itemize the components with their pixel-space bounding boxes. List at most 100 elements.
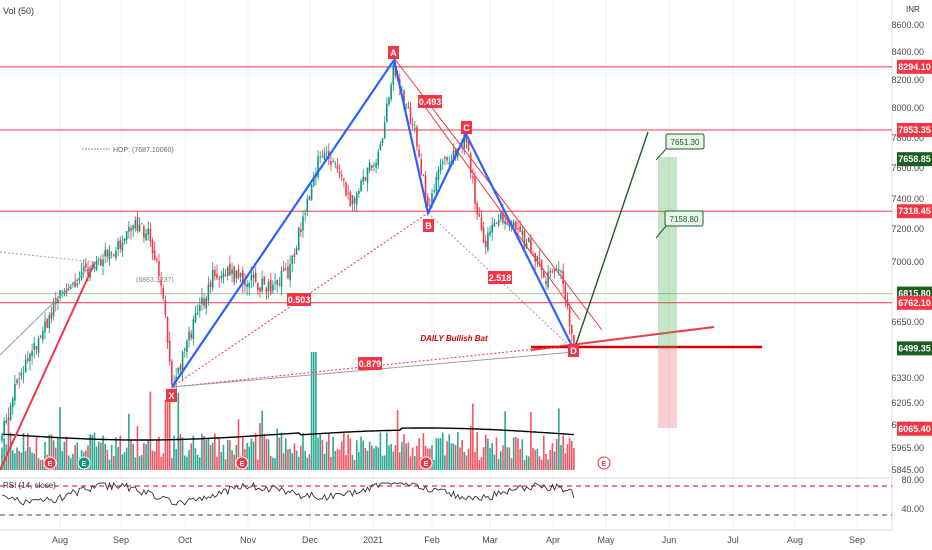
candle-body bbox=[452, 150, 455, 161]
candle-body bbox=[67, 289, 70, 291]
volume-bar bbox=[188, 450, 190, 470]
candle-body bbox=[123, 238, 126, 242]
earnings-icon[interactable] bbox=[419, 456, 433, 470]
volume-bar bbox=[205, 440, 208, 470]
earnings-icon[interactable] bbox=[43, 456, 57, 470]
candle-body bbox=[482, 227, 485, 243]
volume-bar bbox=[119, 435, 122, 470]
candle-body bbox=[156, 258, 158, 260]
volume-bar bbox=[439, 438, 442, 470]
earnings-icon[interactable] bbox=[77, 456, 91, 470]
volume-bar bbox=[379, 432, 382, 470]
volume-bar bbox=[515, 437, 517, 470]
volume-bar bbox=[181, 437, 184, 470]
volume-bar bbox=[162, 453, 165, 470]
target-callout-2: 7158.80 bbox=[655, 210, 704, 239]
volume-bar bbox=[405, 443, 407, 470]
candle-body bbox=[429, 205, 431, 207]
ratio-ab-text: 0.493 bbox=[419, 97, 442, 107]
candle-body bbox=[497, 220, 500, 226]
earnings-icon[interactable] bbox=[235, 456, 249, 470]
candle-body bbox=[46, 318, 48, 328]
volume-bar bbox=[106, 449, 109, 470]
candle-body bbox=[472, 176, 474, 179]
volume-bar bbox=[560, 445, 562, 470]
volume-bar bbox=[558, 408, 560, 470]
volume-bar bbox=[459, 447, 461, 470]
volume-bar bbox=[50, 434, 53, 470]
volume-bar bbox=[190, 443, 192, 470]
volume-bar bbox=[375, 445, 377, 470]
candle-body bbox=[121, 242, 124, 251]
earnings-icon[interactable] bbox=[597, 456, 611, 470]
candle-body bbox=[321, 155, 324, 157]
volume-bar bbox=[377, 447, 380, 470]
candle-body bbox=[306, 198, 309, 212]
candle-body bbox=[65, 289, 68, 293]
volume-bar bbox=[315, 352, 317, 470]
volume-bar bbox=[495, 437, 498, 470]
candle-body bbox=[44, 321, 46, 333]
trend-lines bbox=[0, 57, 762, 471]
pattern-label: DAILY Bullish Bat bbox=[420, 334, 488, 343]
volume-bar bbox=[396, 410, 399, 470]
volume-bar bbox=[211, 442, 214, 470]
y-tick-label: 7400.00 bbox=[891, 194, 924, 204]
volume-bar bbox=[457, 432, 459, 470]
candle-body bbox=[407, 106, 410, 108]
volume-bar bbox=[224, 459, 227, 470]
candle-body bbox=[444, 157, 446, 159]
candle-body bbox=[134, 220, 137, 229]
volume-bar bbox=[14, 453, 16, 470]
volume-bar bbox=[91, 435, 94, 470]
volume-bar bbox=[392, 451, 395, 470]
volume-bar bbox=[474, 451, 476, 470]
y-tick-label: 8000.00 bbox=[891, 103, 924, 113]
point-b: B bbox=[423, 219, 434, 232]
volume-bar bbox=[104, 444, 106, 470]
volume-bar bbox=[510, 458, 513, 470]
candle-body bbox=[373, 165, 375, 167]
volume-bar bbox=[147, 440, 149, 470]
candle-body bbox=[162, 287, 165, 299]
volume-bar bbox=[11, 450, 14, 470]
candle-body bbox=[538, 258, 541, 260]
volume-bar bbox=[480, 457, 483, 470]
candle-body bbox=[259, 287, 261, 292]
candle-body bbox=[543, 270, 545, 278]
target-projection-line bbox=[573, 131, 649, 351]
candle-body bbox=[93, 266, 96, 269]
volume-bar bbox=[171, 458, 173, 470]
candle-body bbox=[302, 216, 304, 231]
candle-body bbox=[515, 221, 517, 231]
volume-bar bbox=[532, 447, 534, 470]
volume-bar bbox=[302, 432, 304, 470]
candle-body bbox=[164, 300, 167, 315]
volume-bar bbox=[338, 449, 341, 470]
volume-bar bbox=[209, 444, 212, 470]
volume-bar bbox=[24, 450, 27, 470]
candle-body bbox=[52, 301, 55, 316]
x-tick-label: Mar bbox=[482, 535, 498, 545]
candle-body bbox=[242, 271, 244, 285]
candle-body bbox=[500, 213, 502, 220]
candle-body bbox=[405, 104, 407, 106]
volume-bar bbox=[214, 433, 216, 470]
volume-bar bbox=[199, 457, 201, 470]
candle-body bbox=[140, 223, 143, 225]
candle-body bbox=[338, 171, 341, 175]
volume-bar bbox=[27, 433, 29, 470]
volume-bar bbox=[334, 451, 337, 470]
volume-bar bbox=[123, 452, 126, 470]
candle-body bbox=[108, 251, 111, 260]
candle-body bbox=[364, 177, 367, 181]
candle-body bbox=[274, 282, 276, 284]
volume-bar bbox=[173, 435, 175, 470]
point-b-text: B bbox=[425, 221, 432, 231]
volume-bar bbox=[502, 445, 504, 470]
volume-bar bbox=[452, 443, 455, 470]
candle-body bbox=[362, 177, 364, 182]
volume-bar bbox=[242, 435, 244, 470]
volume-bar bbox=[22, 432, 25, 470]
